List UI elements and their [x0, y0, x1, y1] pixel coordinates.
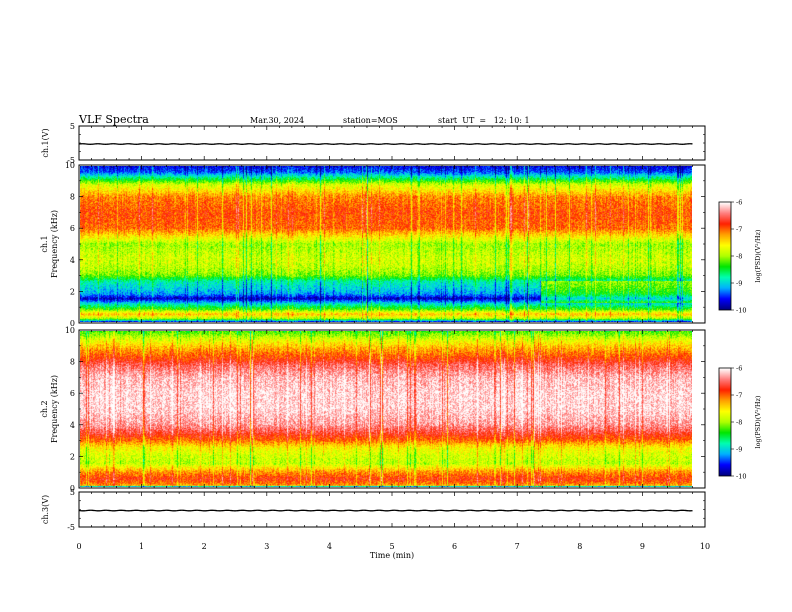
ch2-colorbar [718, 367, 732, 477]
x-tick-label: 5 [389, 542, 394, 551]
y-tick-label: 5 [70, 488, 75, 497]
colorbar-tick-label: -9 [736, 280, 742, 288]
colorbar-title: log(PSD)(V²/Hz) [754, 229, 762, 282]
y-tick-label: 0 [70, 484, 75, 493]
x-tick-label: 2 [202, 542, 207, 551]
y-tick-label: 2 [70, 287, 75, 296]
spectrogram-ylabel: Frequency (kHz) [50, 210, 59, 278]
x-tick-label: 3 [264, 542, 269, 551]
colorbar-tick-label: -7 [736, 226, 742, 234]
y-tick-label: 6 [70, 224, 75, 233]
y-tick-label: -5 [67, 156, 75, 165]
x-tick-label: 9 [640, 542, 645, 551]
y-tick-label: -5 [67, 523, 75, 532]
y-tick-label: 2 [70, 452, 75, 461]
colorbar-tick-label: -10 [736, 307, 746, 315]
y-tick-label: 4 [70, 421, 75, 430]
ch1-colorbar [718, 201, 732, 311]
x-axis-title: Time (min) [370, 551, 414, 560]
colorbar-title: log(PSD)(V²/Hz) [754, 395, 762, 448]
ch1-voltage-line [78, 143, 693, 145]
ch1-voltage-ylabel: ch.1(V) [41, 128, 50, 157]
y-tick-label: 10 [65, 161, 75, 170]
y-tick-label: 6 [70, 389, 75, 398]
ch3-voltage-line [78, 509, 693, 512]
x-tick-label: 0 [76, 542, 81, 551]
spectrogram-ylabel: Frequency (kHz) [50, 375, 59, 443]
station-label: station=MOS [343, 116, 398, 125]
colorbar-tick-label: -6 [736, 199, 742, 207]
colorbar-tick-label: -9 [736, 446, 742, 454]
x-tick-label: 4 [327, 542, 332, 551]
x-tick-label: 10 [700, 542, 710, 551]
x-tick-label: 8 [577, 542, 582, 551]
y-tick-label: 0 [70, 319, 75, 328]
date-label: Mar.30, 2024 [250, 116, 304, 125]
ch3-voltage-ylabel: ch.3(V) [41, 495, 50, 524]
start-time-label: start UT = 12: 10: 1 [438, 116, 530, 125]
y-tick-label: 8 [70, 193, 75, 202]
colorbar-tick-label: -7 [736, 392, 742, 400]
x-tick-label: 6 [452, 542, 457, 551]
y-tick-label: 8 [70, 358, 75, 367]
colorbar-tick-label: -10 [736, 473, 746, 481]
figure-title: VLF Spectra [78, 113, 149, 126]
y-tick-label: 10 [65, 326, 75, 335]
ch3-voltage-panel [78, 491, 706, 528]
ch1-voltage-panel [78, 125, 706, 161]
y-tick-label: 4 [70, 256, 75, 265]
ch1-spectrogram-image [80, 166, 692, 322]
colorbar-tick-label: -8 [736, 419, 742, 427]
spectrogram-channel-label: ch.2 [40, 400, 49, 417]
y-tick-label: 5 [70, 122, 75, 131]
colorbar-tick-label: -8 [736, 253, 742, 261]
ch2-spectrogram-image [80, 331, 692, 487]
x-tick-label: 7 [515, 542, 520, 551]
spectrogram-channel-label: ch.1 [40, 235, 49, 252]
x-tick-label: 1 [139, 542, 144, 551]
colorbar-tick-label: -6 [736, 365, 742, 373]
